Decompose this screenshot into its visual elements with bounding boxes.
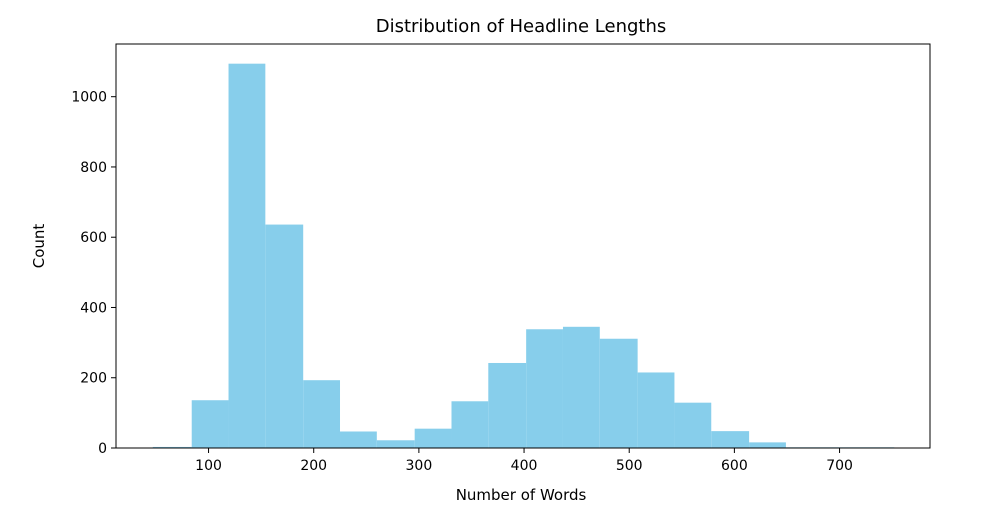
histogram-bar <box>526 329 563 448</box>
y-axis-label: Count <box>30 224 48 269</box>
histogram-bar <box>414 428 452 448</box>
histogram-bar <box>451 401 489 448</box>
histogram-bar <box>340 431 377 448</box>
y-axis-ticks: 0 200 400 600 800 1000 <box>71 90 116 457</box>
histogram-bar <box>749 442 786 448</box>
bars-group <box>152 63 895 449</box>
x-tick-label: 700 <box>826 458 853 474</box>
x-tick-label: 300 <box>406 458 433 474</box>
y-tick-label: 200 <box>80 371 107 387</box>
y-tick-label: 600 <box>80 230 107 246</box>
histogram-bar <box>152 446 192 448</box>
histogram-bar <box>637 372 675 448</box>
y-tick-label: 0 <box>98 441 107 457</box>
x-tick-label: 400 <box>511 458 538 474</box>
histogram-bar <box>191 400 229 448</box>
plot-frame <box>115 43 931 449</box>
histogram-bar <box>562 326 600 448</box>
histogram-bar <box>228 63 266 449</box>
y-tick-label: 1000 <box>71 90 107 106</box>
y-tick-label: 400 <box>80 300 107 316</box>
histogram-bar <box>265 224 304 448</box>
histogram-bar <box>303 380 341 448</box>
histogram-bar <box>376 440 415 448</box>
x-tick-label: 200 <box>300 458 327 474</box>
histogram-bar <box>674 402 712 448</box>
histogram-bar <box>488 362 527 448</box>
x-tick-label: 100 <box>195 458 222 474</box>
x-tick-label: 500 <box>616 458 643 474</box>
histogram-bar <box>599 338 638 448</box>
x-axis-label: Number of Words <box>456 486 587 504</box>
chart-title: Distribution of Headline Lengths <box>376 16 667 37</box>
histogram-bar <box>711 431 750 448</box>
x-axis-ticks: 100 200 300 400 500 600 700 <box>195 448 853 474</box>
x-tick-label: 600 <box>721 458 748 474</box>
y-tick-label: 800 <box>80 160 107 176</box>
